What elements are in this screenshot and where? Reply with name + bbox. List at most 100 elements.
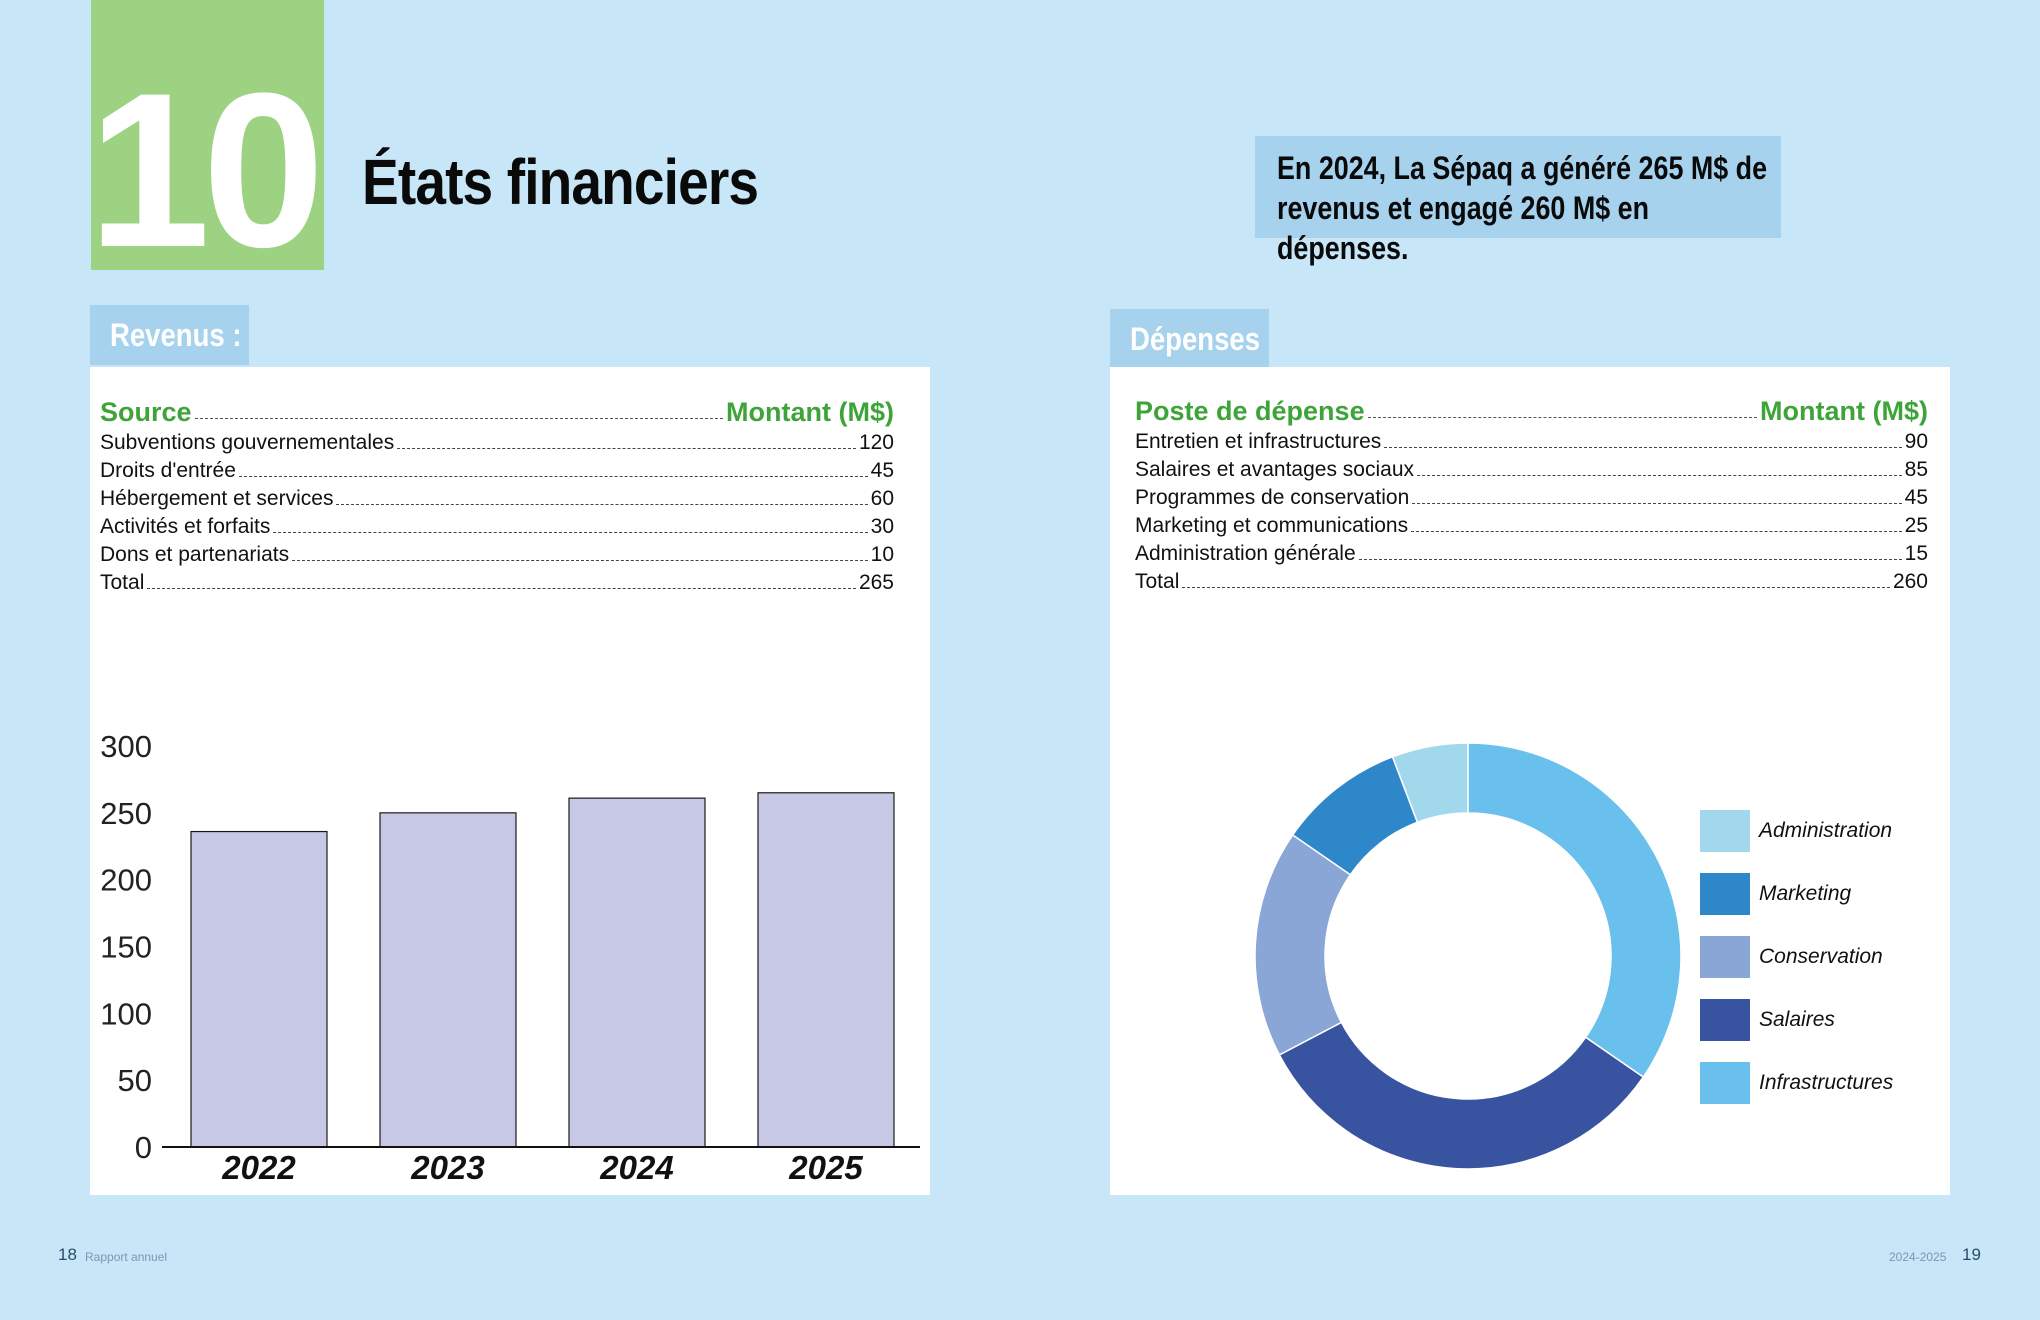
legend-item: Salaires: [1700, 999, 1960, 1041]
row-amount: 10: [870, 543, 894, 566]
dot-leader: [1358, 559, 1902, 560]
table-row: Salaires et avantages sociaux 85: [1135, 454, 1928, 482]
legend-label: Salaires: [1759, 1008, 1835, 1031]
row-label: Administration générale: [1135, 542, 1356, 565]
revenus-table: Source Montant (M$) Subventions gouverne…: [100, 391, 894, 595]
table-row: Programmes de conservation 45: [1135, 482, 1928, 510]
y-tick-label: 250: [100, 796, 152, 831]
summary-callout-text: En 2024, La Sépaq a généré 265 M$ de rev…: [1277, 150, 1768, 266]
legend-item: Infrastructures: [1700, 1062, 1960, 1104]
y-tick-label: 0: [135, 1130, 152, 1165]
bar-2022: [190, 830, 328, 1148]
dot-leader: [1182, 587, 1890, 588]
y-tick-label: 100: [100, 996, 152, 1031]
row-label: Entretien et infrastructures: [1135, 430, 1382, 453]
row-label: Salaires et avantages sociaux: [1135, 458, 1414, 481]
row-amount: 90: [1904, 430, 1928, 453]
legend-item: Administration: [1700, 810, 1960, 852]
dot-leader: [336, 504, 868, 505]
dot-leader: [238, 476, 868, 477]
row-amount: 15: [1904, 542, 1928, 565]
table-row: Entretien et infrastructures 90: [1135, 426, 1928, 454]
table-row: Droits d'entrée 45: [100, 455, 894, 483]
footer-label-left: Rapport annuel: [85, 1250, 168, 1264]
table-row: Subventions gouvernementales 120: [100, 427, 894, 455]
legend-label: Administration: [1759, 819, 1893, 842]
summary-callout: En 2024, La Sépaq a généré 265 M$ de rev…: [1255, 136, 1781, 266]
row-amount: 60: [870, 487, 894, 510]
revenus-bar-chart: 0 50 100 150 200 250 300 2022 2023 2024 2025: [100, 729, 920, 1186]
table-row: Dons et partenariats 10: [100, 539, 894, 567]
row-label: Activités et forfaits: [100, 515, 271, 538]
legend-item: Marketing: [1700, 873, 1960, 915]
row-amount: 260: [1892, 570, 1928, 593]
row-label: Total: [1135, 570, 1180, 593]
dot-leader: [273, 532, 868, 533]
page-number-left: 18: [58, 1245, 77, 1264]
row-amount: 120: [858, 431, 894, 454]
legend-swatch: [1700, 936, 1750, 978]
dot-leader: [292, 560, 868, 561]
table-row: Administration générale 15: [1135, 538, 1928, 566]
dot-leader: [1412, 503, 1902, 504]
row-amount: 25: [1904, 514, 1928, 537]
page-title: États financiers: [362, 146, 759, 218]
revenus-heading-tag: Revenus :: [90, 305, 249, 365]
dot-leader: [194, 418, 724, 419]
revenus-heading: Revenus :: [110, 317, 242, 353]
table-row: Hébergement et services 60: [100, 483, 894, 511]
legend-swatch: [1700, 810, 1750, 852]
dot-leader: [147, 588, 856, 589]
revenus-panel: Source Montant (M$) Subventions gouverne…: [90, 367, 930, 1195]
y-tick-label: 150: [100, 930, 152, 965]
y-tick-label: 50: [118, 1063, 152, 1098]
footer-label-right: 2024-2025: [1889, 1250, 1947, 1264]
table-row: Total 260: [1135, 566, 1928, 594]
table-row: Total 265: [100, 567, 894, 595]
chapter-number: 10: [88, 47, 325, 293]
x-tick-label: 2023: [410, 1149, 484, 1186]
x-tick-label: 2022: [221, 1149, 296, 1186]
row-amount: 45: [1904, 486, 1928, 509]
table-header: Source Montant (M$): [100, 391, 894, 427]
bar-2025: [757, 792, 895, 1148]
y-tick-label: 200: [100, 863, 152, 898]
column-header-amount: Montant (M$): [726, 397, 894, 427]
dot-leader: [1411, 531, 1902, 532]
dot-leader: [1417, 475, 1902, 476]
dot-leader: [1367, 417, 1758, 418]
column-header-poste: Poste de dépense: [1135, 396, 1365, 426]
legend-swatch: [1700, 1062, 1750, 1104]
row-label: Hébergement et services: [100, 487, 334, 510]
depenses-table: Poste de dépense Montant (M$) Entretien …: [1135, 390, 1928, 594]
table-header: Poste de dépense Montant (M$): [1135, 390, 1928, 426]
legend-label: Conservation: [1759, 945, 1883, 968]
table-row: Marketing et communications 25: [1135, 510, 1928, 538]
bar-2024: [568, 797, 706, 1148]
legend-label: Infrastructures: [1759, 1071, 1894, 1094]
legend-swatch: [1700, 873, 1750, 915]
depenses-heading: Dépenses: [1130, 321, 1261, 357]
row-label: Dons et partenariats: [100, 543, 290, 566]
legend-swatch: [1700, 999, 1750, 1041]
x-tick-label: 2025: [788, 1149, 863, 1186]
row-label: Subventions gouvernementales: [100, 431, 395, 454]
legend-item: Conservation: [1700, 936, 1960, 978]
row-label: Programmes de conservation: [1135, 486, 1410, 509]
dot-leader: [1384, 447, 1902, 448]
row-label: Marketing et communications: [1135, 514, 1409, 537]
x-tick-label: 2024: [599, 1149, 673, 1186]
column-header-amount: Montant (M$): [1760, 396, 1928, 426]
table-row: Activités et forfaits 30: [100, 511, 894, 539]
page-number-right: 19: [1962, 1245, 1981, 1264]
row-amount: 85: [1904, 458, 1928, 481]
row-amount: 265: [858, 571, 894, 594]
row-amount: 45: [870, 459, 894, 482]
legend-label: Marketing: [1759, 882, 1852, 905]
y-tick-label: 300: [100, 729, 152, 764]
column-header-source: Source: [100, 397, 192, 427]
chapter-block: [91, 0, 324, 270]
row-amount: 30: [870, 515, 894, 538]
row-label: Droits d'entrée: [100, 459, 236, 482]
depenses-heading-tag: Dépenses: [1110, 309, 1269, 369]
